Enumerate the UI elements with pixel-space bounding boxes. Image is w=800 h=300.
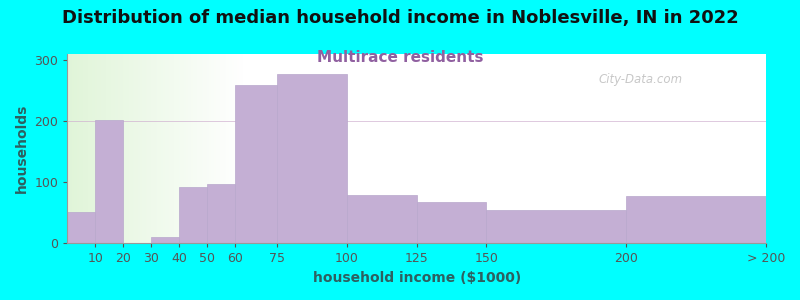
Bar [486, 210, 626, 243]
Bar [151, 237, 179, 243]
Bar [417, 202, 486, 243]
X-axis label: household income ($1000): household income ($1000) [313, 271, 521, 285]
Bar [179, 187, 207, 243]
Bar [207, 184, 235, 243]
Bar [346, 194, 417, 243]
Text: City-Data.com: City-Data.com [598, 73, 682, 86]
Bar [67, 212, 95, 243]
Text: Multirace residents: Multirace residents [317, 50, 483, 64]
Y-axis label: households: households [15, 104, 29, 194]
Bar [235, 85, 277, 243]
Bar [95, 120, 123, 243]
Bar [277, 74, 347, 243]
Text: Distribution of median household income in Noblesville, IN in 2022: Distribution of median household income … [62, 9, 738, 27]
Bar [626, 196, 766, 243]
